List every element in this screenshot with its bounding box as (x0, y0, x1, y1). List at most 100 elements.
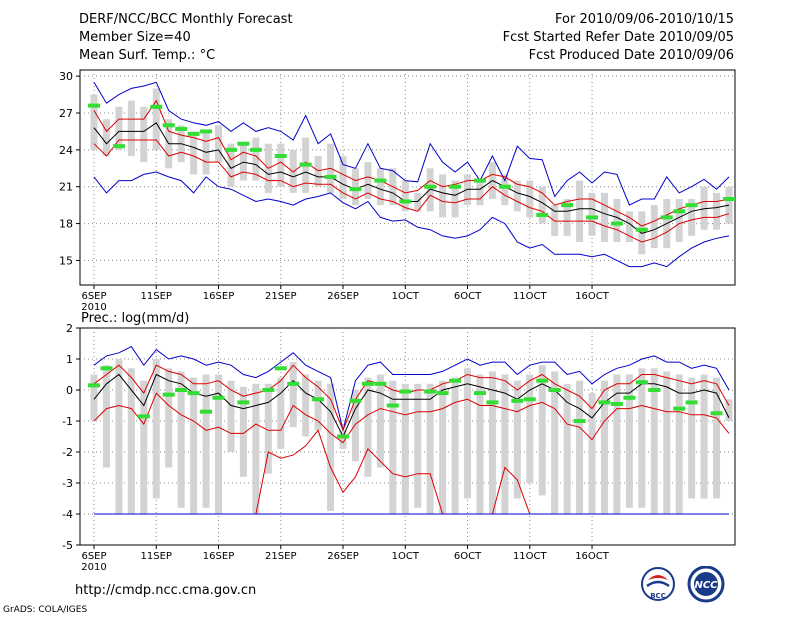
prec-observed-mark (262, 388, 275, 392)
temp-box (364, 162, 372, 199)
prec-xtick-label: 6SEP (81, 551, 106, 562)
temp-observed-mark (237, 141, 250, 146)
temp-observed-mark (449, 184, 462, 189)
temp-box (252, 137, 260, 181)
temp-box (675, 199, 683, 242)
temp-box (538, 186, 546, 224)
temp-box (650, 205, 658, 249)
temp-observed-mark (673, 209, 686, 214)
temp-box (513, 180, 521, 212)
temp-observed-mark (635, 227, 648, 232)
temp-observed-mark (249, 147, 262, 152)
prec-ytick-label: -4 (62, 508, 73, 521)
temp-observed-mark (473, 178, 486, 183)
prec-observed-mark (685, 400, 698, 405)
variable-label: Mean Surf. Temp.: °C (79, 48, 216, 63)
prec-box (464, 368, 472, 499)
temp-xtick-label: 11OCT (513, 291, 548, 302)
prec-xtick-label: 11SEP (141, 551, 172, 562)
footer-url[interactable]: http://cmdp.ncc.cma.gov.cn (75, 583, 257, 598)
prec-box (476, 374, 484, 514)
prec-box (426, 383, 434, 514)
temp-ytick-label: 24 (59, 144, 73, 157)
temp-box (613, 199, 621, 242)
temp-xtick-label: 26SEP (327, 291, 358, 302)
temp-xtick-label: 16SEP (203, 291, 234, 302)
prec-box (414, 383, 422, 508)
prec-xtick-label: 16OCT (575, 551, 610, 562)
prec-observed-mark (175, 388, 188, 392)
prec-observed-mark (187, 391, 200, 396)
prec-ytick-label: -1 (62, 415, 73, 428)
bcc-logo: BCC (641, 567, 675, 601)
prec-box (252, 383, 260, 514)
temp-box (202, 131, 210, 175)
temp-observed-mark (349, 187, 362, 192)
temp-box (563, 199, 571, 236)
prec-box (314, 380, 322, 431)
prec-box (102, 365, 110, 468)
prec-ytick-label: 0 (66, 384, 73, 397)
prec-observed-mark (635, 380, 648, 385)
temp-ytick-label: 27 (59, 107, 73, 120)
temp-box (127, 100, 135, 156)
prec-xtick-label: 26SEP (327, 551, 358, 562)
prec-box (650, 368, 658, 514)
temp-observed-mark (374, 178, 387, 183)
temp-xtick-label: 21SEP (265, 291, 296, 302)
prec-box (327, 383, 335, 511)
prec-box (551, 371, 559, 514)
temp-observed-mark (187, 131, 200, 136)
temp-xtick-label: 6OCT (454, 291, 482, 302)
prec-observed-mark (237, 400, 250, 405)
temp-observed-mark (536, 212, 549, 217)
prec-box (513, 380, 521, 499)
temp-observed-mark (88, 103, 100, 108)
prec-box (700, 374, 708, 499)
prec-box (526, 374, 534, 483)
prec-observed-mark (312, 397, 325, 402)
prec-observed-mark (598, 400, 611, 405)
prec-box (115, 359, 123, 514)
prec-box (538, 365, 546, 496)
temp-frame (79, 69, 736, 286)
prec-box (127, 368, 135, 514)
prec-box (289, 362, 297, 428)
prec-observed-mark (88, 383, 100, 388)
temp-observed-mark (324, 174, 337, 179)
prec-box (90, 374, 98, 421)
produced-date: Fcst Produced Date 2010/09/06 (528, 48, 734, 63)
prec-xtick-label: 1OCT (392, 551, 420, 562)
temp-box (314, 156, 322, 187)
temp-observed-mark (586, 215, 599, 220)
temp-box (376, 168, 384, 206)
prec-observed-mark (623, 395, 636, 400)
temp-xtick-label: 6SEP (81, 291, 106, 302)
temp-observed-mark (112, 144, 125, 149)
prec-xtick-label: 16SEP (203, 551, 234, 562)
temp-box (339, 156, 347, 199)
prec-ytick-label: -3 (62, 477, 73, 490)
prec-observed-mark (473, 391, 486, 396)
temp-observed-mark (723, 197, 735, 201)
temp-ytick-label: 30 (59, 70, 73, 83)
temp-box (576, 180, 584, 242)
temp-xtick-label: 1OCT (392, 291, 420, 302)
temp-box (140, 106, 148, 163)
temp-box (227, 143, 235, 187)
temp-box (115, 106, 123, 150)
temp-observed-mark (561, 203, 574, 208)
prec-box (202, 374, 210, 508)
prec-box (501, 374, 509, 514)
prec-observed-mark (436, 391, 449, 396)
temp-box (215, 125, 223, 163)
chart-title: DERF/NCC/BCC Monthly Forecast (79, 12, 293, 27)
prec-box (239, 386, 247, 477)
temp-box (600, 192, 608, 242)
prec-box (725, 399, 733, 421)
logos: BCC NCC (641, 566, 725, 603)
temp-box (588, 192, 596, 236)
prec-box (625, 374, 633, 508)
